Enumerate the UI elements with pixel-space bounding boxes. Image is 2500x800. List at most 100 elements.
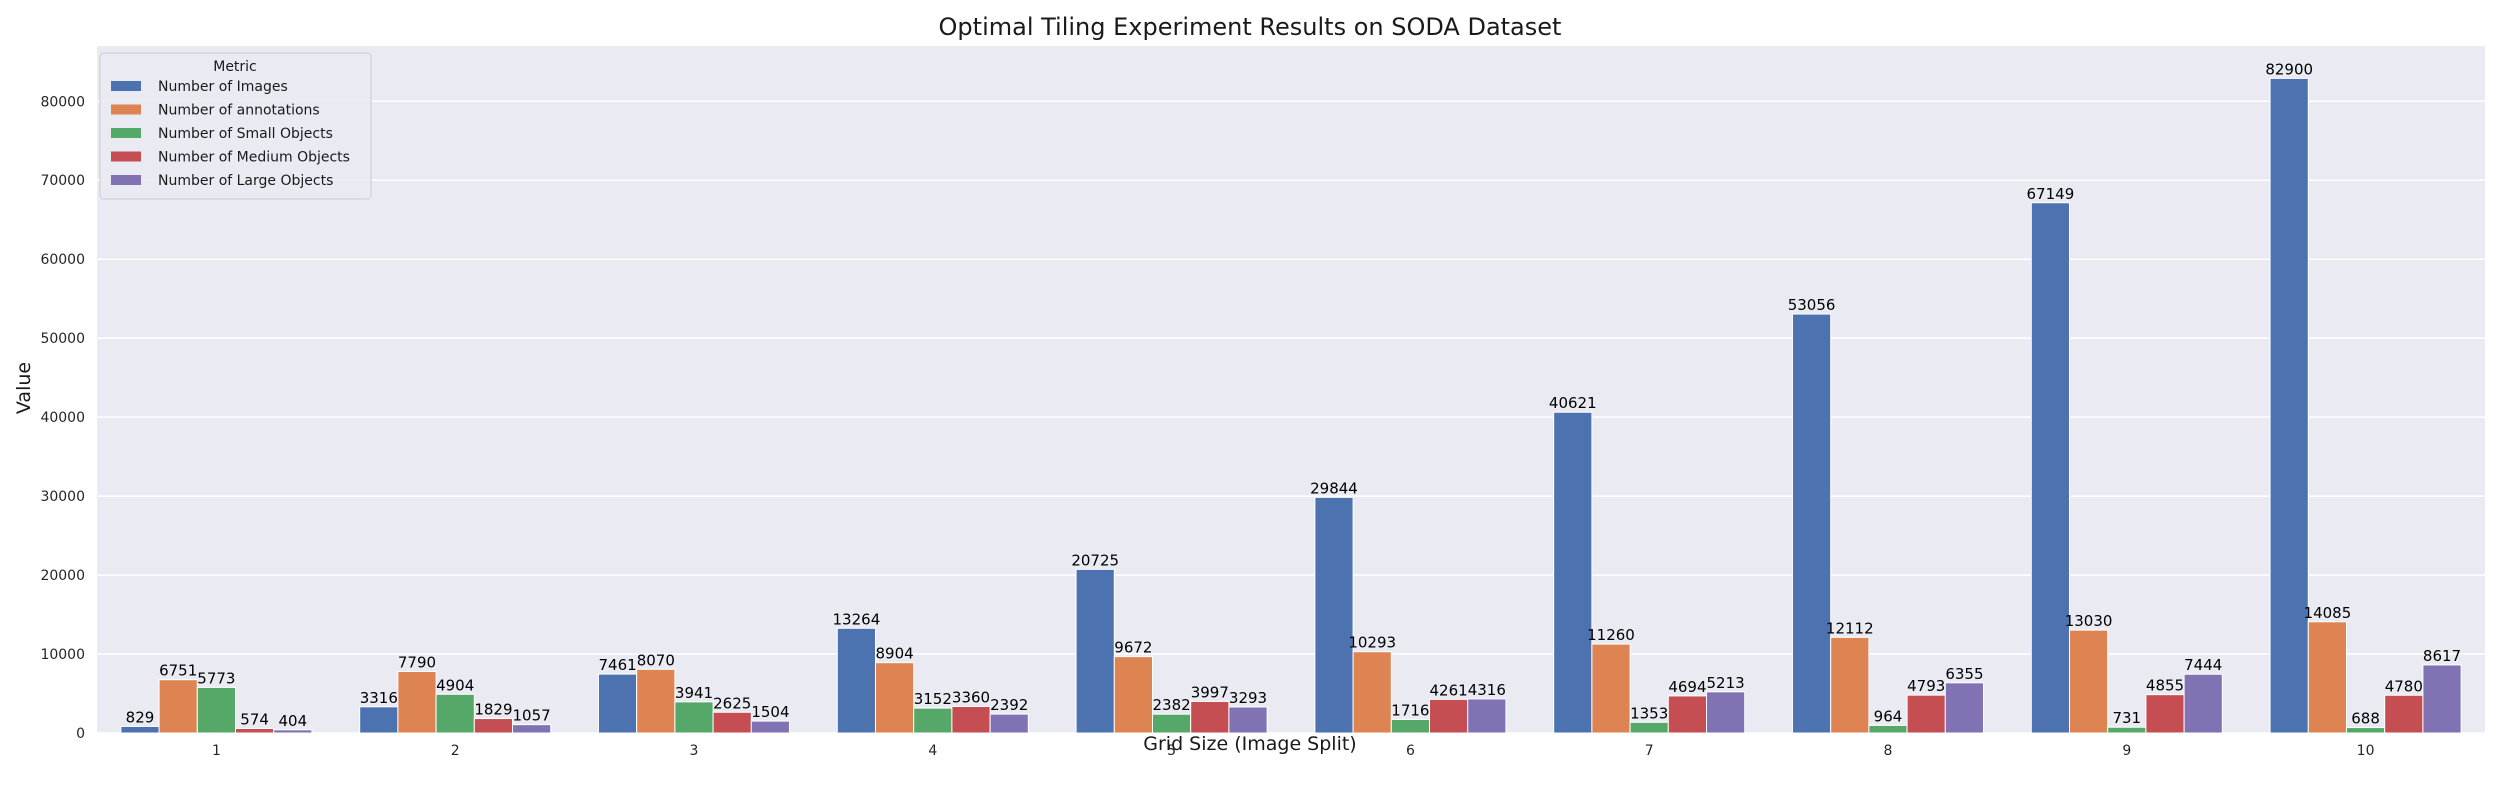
bar xyxy=(397,670,437,734)
chart-title: Optimal Tiling Experiment Results on SOD… xyxy=(939,13,1562,41)
bar-value-label: 829 xyxy=(126,708,155,726)
bar-value-label: 688 xyxy=(2351,710,2380,728)
bar-value-label: 964 xyxy=(1874,707,1903,725)
bar-value-label: 731 xyxy=(2112,709,2141,727)
bar xyxy=(359,706,399,734)
bar-value-label: 12112 xyxy=(1826,619,1874,637)
bar-value-label: 8617 xyxy=(2423,647,2461,665)
bar-value-label: 82900 xyxy=(2265,60,2313,78)
bar xyxy=(1190,700,1230,734)
bars xyxy=(120,77,2462,734)
bar-value-label: 67149 xyxy=(2027,185,2075,203)
bar xyxy=(1075,568,1115,734)
x-tick-label: 8 xyxy=(1884,743,1893,759)
bar-value-label: 2392 xyxy=(990,696,1028,714)
bar xyxy=(2307,621,2347,734)
bar xyxy=(1706,691,1746,734)
bar xyxy=(158,679,198,734)
bar-value-label: 5213 xyxy=(1707,674,1745,692)
bar-value-label: 14085 xyxy=(2304,604,2352,622)
bar-value-label: 1829 xyxy=(474,701,512,719)
y-tick-label: 50000 xyxy=(40,331,85,347)
bar-value-label: 3941 xyxy=(675,684,713,702)
bar-value-label: 574 xyxy=(240,710,269,728)
bar-value-label: 20725 xyxy=(1071,551,1119,569)
bar xyxy=(836,627,876,734)
bar-value-label: 8070 xyxy=(637,651,675,669)
bar-value-label: 9672 xyxy=(1114,639,1152,657)
bar xyxy=(1467,698,1507,734)
y-tick-labels: 0 10000 20000 30000 40000 50000 60000 70000 8000… xyxy=(40,94,85,742)
bar xyxy=(597,673,638,734)
bar xyxy=(1667,695,1708,734)
bar xyxy=(2068,629,2109,734)
bar xyxy=(2183,673,2223,734)
bar-value-label: 7444 xyxy=(2184,656,2222,674)
bar xyxy=(951,705,991,734)
bar xyxy=(1906,694,1946,734)
bar-value-label: 2382 xyxy=(1153,696,1191,714)
bar-value-label: 11260 xyxy=(1587,626,1635,644)
bar-value-label: 8904 xyxy=(875,645,913,663)
bar xyxy=(2384,694,2424,734)
bar-value-label: 4261 xyxy=(1430,681,1468,699)
legend-entry-label: Number of Images xyxy=(158,79,288,95)
legend-entry-label: Number of annotations xyxy=(158,103,320,119)
x-tick-label: 3 xyxy=(690,743,699,759)
y-tick-label: 10000 xyxy=(40,647,85,663)
bar-value-label: 4855 xyxy=(2146,677,2184,695)
bar xyxy=(1390,718,1431,734)
bar-value-label: 13030 xyxy=(2065,612,2113,630)
bar xyxy=(1944,682,1985,734)
bar xyxy=(989,713,1029,734)
bar xyxy=(1591,643,1631,734)
bar xyxy=(1629,721,1669,734)
bar-value-label: 13264 xyxy=(833,610,881,628)
bar xyxy=(1429,698,1469,734)
bar-value-label: 1057 xyxy=(513,707,551,725)
bar xyxy=(2107,726,2147,734)
x-tick-labels: 1 2 3 4 5 6 7 8 9 10 xyxy=(212,743,2375,759)
bar-value-label: 3293 xyxy=(1229,689,1267,707)
x-tick-label: 4 xyxy=(928,743,937,759)
x-tick-label: 7 xyxy=(1645,743,1654,759)
bar-value-label: 1353 xyxy=(1630,704,1668,722)
bar xyxy=(2422,664,2462,734)
y-tick-label: 40000 xyxy=(40,410,85,426)
bar xyxy=(636,668,676,734)
bar xyxy=(512,724,552,734)
bar-value-label: 6355 xyxy=(1945,665,1983,683)
bar-value-label: 404 xyxy=(278,712,307,730)
x-axis-label: Grid Size (Image Split) xyxy=(1143,733,1356,755)
legend-title: Metric xyxy=(213,59,257,75)
legend-swatch xyxy=(111,175,141,185)
bar-value-label: 5773 xyxy=(197,669,235,687)
bar xyxy=(435,693,475,734)
bar xyxy=(674,701,714,734)
x-tick-label: 5 xyxy=(1167,743,1176,759)
plot-background xyxy=(97,46,2485,733)
bar xyxy=(1228,706,1268,734)
bar-value-label: 2625 xyxy=(713,694,751,712)
bar-value-label: 3152 xyxy=(914,690,952,708)
legend-entry-label: Number of Large Objects xyxy=(158,173,333,189)
bar-value-label: 6751 xyxy=(159,662,197,680)
bar xyxy=(874,662,915,734)
bar-value-label: 3997 xyxy=(1191,683,1229,701)
bar xyxy=(196,686,237,734)
y-tick-label: 70000 xyxy=(40,173,85,189)
bar-value-label: 7461 xyxy=(598,656,636,674)
x-tick-label: 9 xyxy=(2122,743,2131,759)
bar xyxy=(2145,694,2185,734)
bar-value-label: 7790 xyxy=(398,653,436,671)
bar-value-label: 3316 xyxy=(360,689,398,707)
x-tick-label: 1 xyxy=(212,743,221,759)
bar xyxy=(235,727,275,734)
x-tick-label: 10 xyxy=(2357,743,2375,759)
legend-swatch xyxy=(111,104,141,115)
y-tick-label: 60000 xyxy=(40,252,85,268)
bar xyxy=(1830,636,1870,734)
legend: Metric Number of Images Number of annotat… xyxy=(99,52,372,200)
